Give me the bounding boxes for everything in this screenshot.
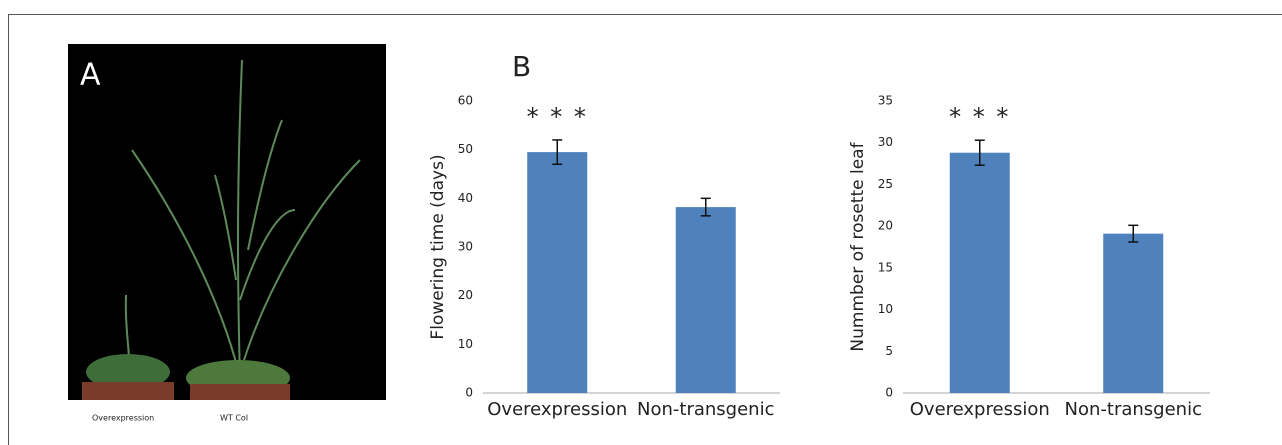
x-tick-label: Overexpression	[910, 399, 1050, 420]
panel-label: A	[80, 58, 101, 93]
pot	[82, 382, 174, 400]
y-axis-label: Flowering time (days)	[428, 154, 448, 339]
y-tick-label: 30	[458, 240, 473, 254]
bar	[676, 207, 736, 393]
y-tick-label: 35	[878, 94, 893, 108]
y-tick-label: 30	[878, 135, 893, 149]
annotation: * * *	[527, 103, 588, 131]
y-tick-label: 60	[458, 94, 473, 108]
x-tick-label: Overexpression	[487, 399, 627, 420]
bar	[527, 152, 587, 393]
photo: A Overexpression WT Col	[68, 44, 386, 423]
y-axis-label: Nummber of rosette leaf	[848, 141, 868, 351]
y-tick-label: 40	[458, 191, 473, 205]
y-tick-label: 10	[878, 302, 893, 316]
page: A Overexpression WT Col B 0102030405060F…	[0, 0, 1282, 445]
bar	[950, 153, 1010, 393]
bar	[1103, 234, 1163, 393]
y-tick-label: 20	[878, 219, 893, 233]
photo-caption: Overexpression	[92, 414, 154, 423]
y-tick-label: 25	[878, 177, 893, 191]
y-tick-label: 50	[458, 142, 473, 156]
y-tick-label: 15	[878, 260, 893, 274]
y-tick-label: 20	[458, 288, 473, 302]
x-tick-label: Non-transgenic	[1065, 399, 1202, 420]
x-tick-label: Non-transgenic	[637, 399, 774, 420]
y-tick-label: 0	[465, 386, 473, 400]
pot	[190, 384, 290, 400]
annotation: * * *	[949, 103, 1010, 131]
y-tick-label: 5	[885, 344, 893, 358]
figure: A Overexpression WT Col B 0102030405060F…	[0, 0, 1282, 445]
y-tick-label: 10	[458, 337, 473, 351]
panel-label: B	[512, 50, 531, 83]
photo-caption: WT Col	[220, 414, 248, 423]
y-tick-label: 0	[885, 386, 893, 400]
